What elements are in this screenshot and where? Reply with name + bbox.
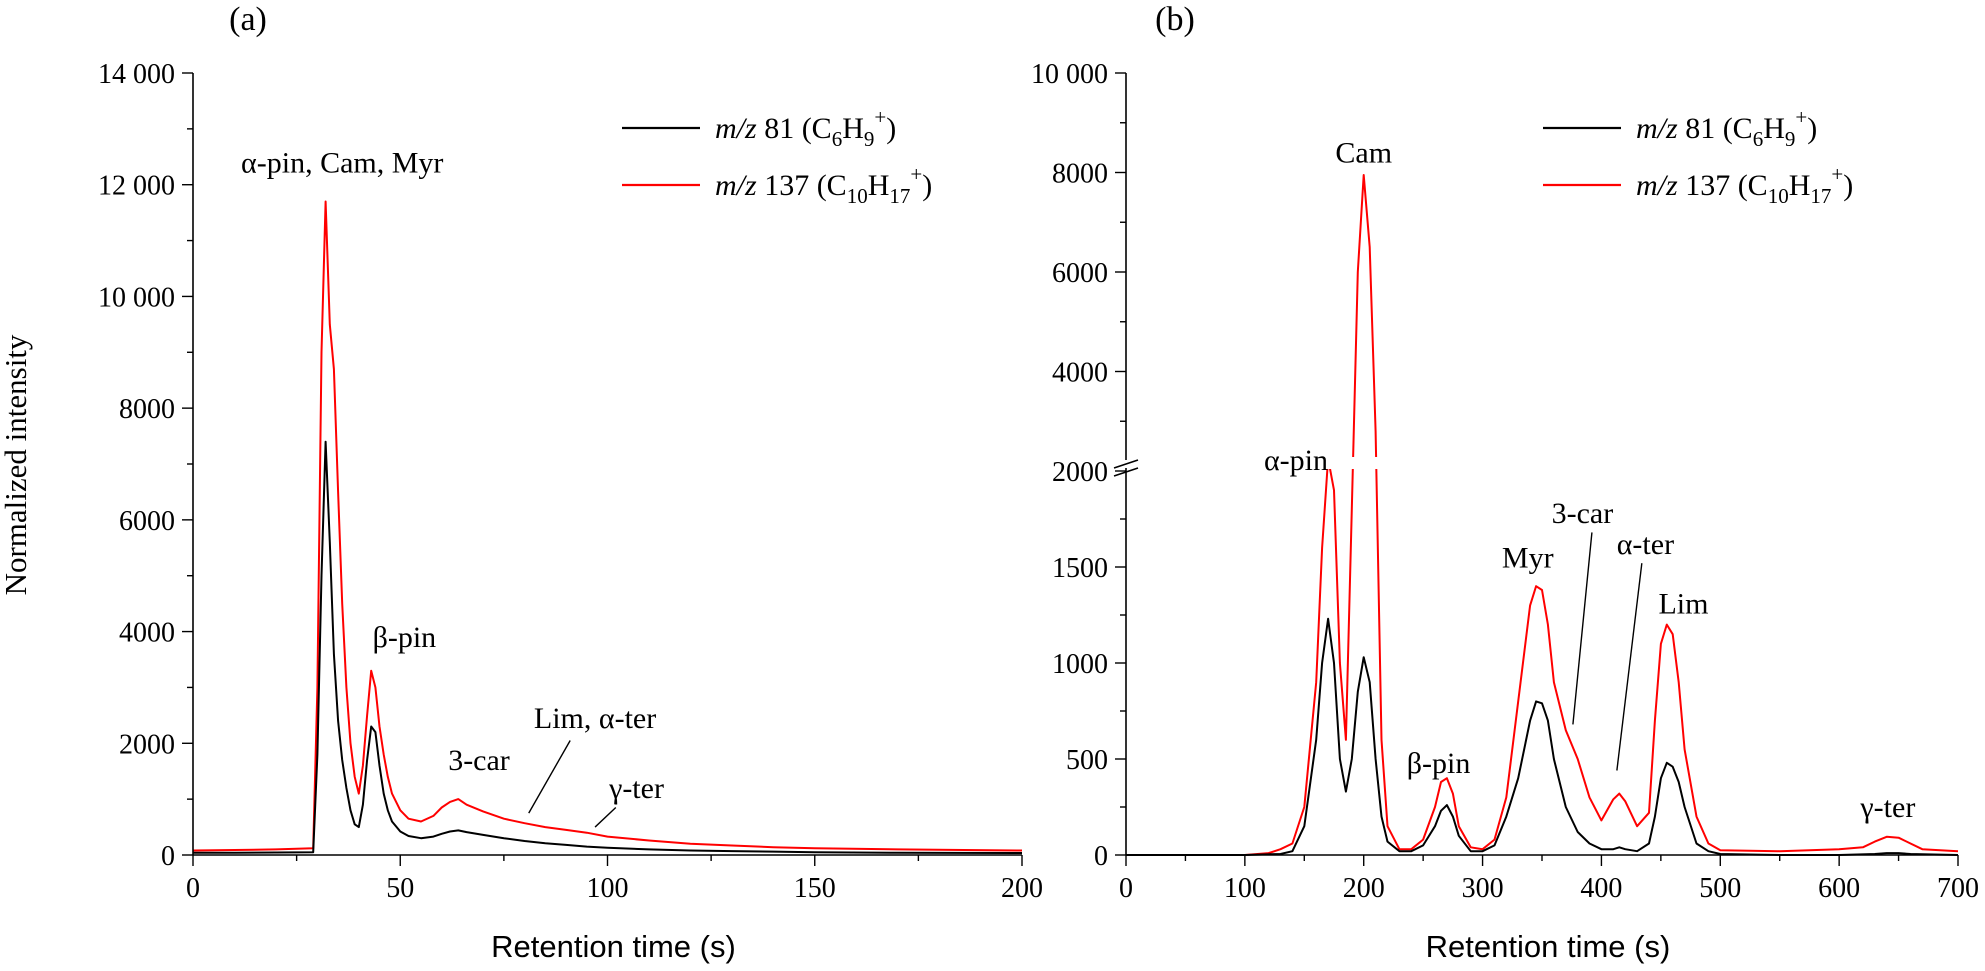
series-line-a-0 xyxy=(193,440,1023,854)
y-tick-label-b-lower-2: 1000 xyxy=(1052,649,1108,680)
annotation-b-5: α-ter xyxy=(1617,528,1674,561)
x-axis-label-b: Retention time (s) xyxy=(1426,929,1671,964)
leader-line-a-1 xyxy=(594,807,617,828)
series-line-b-1 xyxy=(1126,174,1959,856)
y-tick-label-b-lower-4: 2000 xyxy=(1052,457,1108,488)
annotation-a-2: 3-car xyxy=(448,744,510,777)
legend-label-b-1: m/z 137 (C10H17+) xyxy=(1636,162,1853,208)
panel-label-b: (b) xyxy=(1155,1,1195,38)
annotation-b-0: α-pin xyxy=(1264,444,1328,477)
axis-break-gap xyxy=(1127,457,1959,469)
y-tick-label-a-0: 0 xyxy=(161,841,175,872)
annotation-b-1: Cam xyxy=(1335,137,1392,170)
series-line-b-0 xyxy=(1126,617,1959,856)
annotation-b-6: Lim xyxy=(1658,587,1708,620)
x-tick-label-a-2: 100 xyxy=(587,873,629,904)
annotation-a-3: Lim, α-ter xyxy=(534,702,656,735)
annotation-b-2: β-pin xyxy=(1407,747,1471,780)
y-tick-label-b-lower-0: 0 xyxy=(1094,841,1108,872)
y-tick-label-b-lower-1: 500 xyxy=(1066,745,1108,776)
y-tick-label-a-3: 6000 xyxy=(119,506,175,537)
x-tick-label-b-7: 700 xyxy=(1937,873,1979,904)
legend-label-a-1: m/z 137 (C10H17+) xyxy=(715,162,932,208)
x-tick-label-b-5: 500 xyxy=(1699,873,1741,904)
y-tick-label-a-5: 10 000 xyxy=(98,282,175,313)
annotation-b-7: γ-ter xyxy=(1859,791,1915,824)
panel-b: 0 100 200 300 400 500 600 700 0 500 1000 1500 2000 40… xyxy=(1031,1,1979,964)
y-tick-label-a-7: 14 000 xyxy=(98,59,175,90)
leader-line-b-0 xyxy=(1572,532,1593,725)
y-tick-label-a-4: 8000 xyxy=(119,394,175,425)
axis-break-mark-1 xyxy=(1113,459,1139,469)
leader-line-b-1 xyxy=(1616,563,1643,771)
x-tick-label-a-1: 50 xyxy=(386,873,414,904)
y-tick-label-b-upper-2: 8000 xyxy=(1052,159,1108,190)
y-tick-label-b-upper-1: 6000 xyxy=(1052,258,1108,289)
legend-label-a-0: m/z 81 (C6H9+) xyxy=(715,105,896,151)
leader-line-a-0 xyxy=(528,740,571,814)
x-tick-label-b-3: 300 xyxy=(1462,873,1504,904)
x-tick-label-b-4: 400 xyxy=(1580,873,1622,904)
y-tick-label-b-lower-3: 1500 xyxy=(1052,553,1108,584)
y-tick-label-b-upper-0: 4000 xyxy=(1052,358,1108,389)
x-tick-label-b-6: 600 xyxy=(1818,873,1860,904)
x-tick-label-a-3: 150 xyxy=(794,873,836,904)
x-tick-label-a-0: 0 xyxy=(186,873,200,904)
y-tick-label-a-1: 2000 xyxy=(119,729,175,760)
x-tick-label-a-4: 200 xyxy=(1001,873,1043,904)
annotation-a-0: α-pin, Cam, Myr xyxy=(241,146,443,179)
y-tick-label-a-2: 4000 xyxy=(119,618,175,649)
panel-label-a: (a) xyxy=(229,1,267,38)
axis-break-mark-2 xyxy=(1113,467,1139,477)
y-tick-label-a-6: 12 000 xyxy=(98,171,175,202)
x-tick-label-b-2: 200 xyxy=(1343,873,1385,904)
y-tick-label-b-upper-3: 10 000 xyxy=(1031,59,1108,90)
annotation-b-4: 3-car xyxy=(1552,497,1614,530)
y-axis-label-a: Normalized intensity xyxy=(0,334,33,595)
annotation-a-1: β-pin xyxy=(373,621,437,654)
series-line-a-1 xyxy=(192,200,1023,852)
annotation-a-4: γ-ter xyxy=(608,772,664,805)
x-tick-label-b-1: 100 xyxy=(1224,873,1266,904)
annotation-b-3: Myr xyxy=(1502,541,1554,574)
x-axis-label-a: Retention time (s) xyxy=(491,929,736,964)
x-tick-label-b-0: 0 xyxy=(1119,873,1133,904)
legend-label-b-0: m/z 81 (C6H9+) xyxy=(1636,105,1817,151)
